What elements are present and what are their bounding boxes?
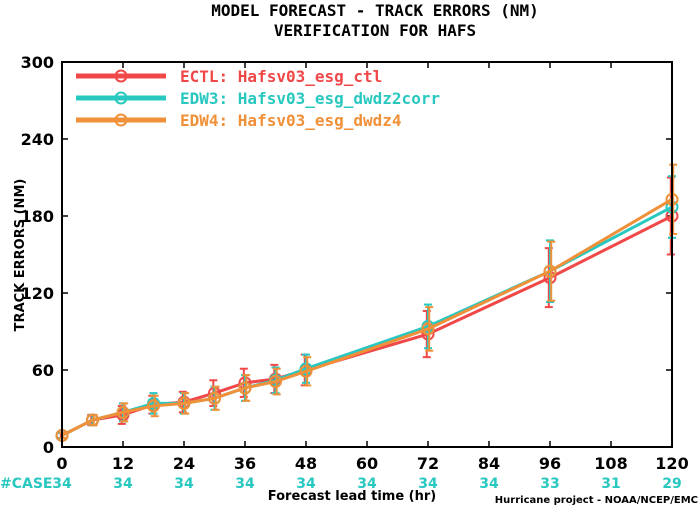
legend-label: ECTL: Hafsv03_esg_ctl: [180, 67, 382, 86]
case-count: 34: [357, 476, 377, 492]
x-axis-label: Forecast lead time (hr): [268, 489, 436, 504]
y-tick-label: 300: [21, 53, 54, 72]
x-tick-label: 36: [234, 454, 256, 473]
x-tick-label: 48: [295, 454, 317, 473]
case-count: 31: [601, 476, 620, 492]
legend-item: EDW4: Hafsv03_esg_dwdz4: [76, 111, 402, 130]
x-tick-labels: 0 12 24 36 48 60 72 84 96 108 120: [56, 454, 688, 473]
legend: ECTL: Hafsv03_esg_ctl EDW3: Hafsv03_esg_d…: [76, 67, 440, 130]
chart-subtitle: VERIFICATION FOR HAFS: [274, 21, 476, 40]
data-point: [116, 405, 130, 419]
data-point: [147, 399, 160, 413]
x-tick-label: 12: [112, 454, 134, 473]
data-point: [208, 391, 221, 405]
case-count: 34: [479, 476, 499, 492]
data-point: [269, 375, 282, 389]
case-count: 29: [662, 476, 681, 492]
case-count: 34: [174, 476, 194, 492]
case-count: 34: [113, 476, 133, 492]
x-tick-label: 120: [655, 454, 688, 473]
legend-marker: [114, 69, 128, 83]
data-point: [543, 264, 557, 278]
y-tick-label: 180: [21, 207, 54, 226]
chart-title: MODEL FORECAST - TRACK ERRORS (NM): [211, 1, 539, 20]
x-tick-label: 96: [539, 454, 561, 473]
data-point: [86, 413, 99, 427]
x-tick-label: 60: [356, 454, 378, 473]
case-count-row: #CASE 34 34 34 34 34 34 34 34 33 31 29: [0, 476, 682, 492]
series-layer: [55, 163, 679, 442]
legend-label: EDW4: Hafsv03_esg_dwdz4: [180, 111, 402, 130]
legend-marker: [114, 113, 128, 127]
case-count: 34: [52, 476, 72, 492]
y-tick-label: 60: [32, 361, 54, 380]
data-point: [421, 322, 435, 336]
case-label: #CASE: [0, 476, 53, 492]
legend-item: EDW3: Hafsv03_esg_dwdz2corr: [76, 89, 440, 108]
data-point: [299, 364, 313, 378]
y-tick-labels: 0 60 120 180 240 300: [21, 53, 54, 457]
x-tick-label: 24: [173, 454, 195, 473]
case-count: 33: [540, 476, 559, 492]
case-count: 34: [418, 476, 438, 492]
y-tick-label: 0: [43, 438, 54, 457]
case-count: 34: [296, 476, 316, 492]
credit-text: Hurricane project - NOAA/NCEP/EMC: [495, 495, 698, 506]
case-count: 34: [235, 476, 255, 492]
x-tick-label: 0: [56, 454, 67, 473]
y-tick-label: 120: [21, 284, 54, 303]
data-point: [177, 396, 191, 410]
y-tick-label: 240: [21, 130, 54, 149]
legend-item: ECTL: Hafsv03_esg_ctl: [76, 67, 382, 86]
x-tick-label: 84: [478, 454, 500, 473]
legend-label: EDW3: Hafsv03_esg_dwdz2corr: [180, 89, 440, 108]
x-tick-label: 72: [417, 454, 439, 473]
legend-marker: [114, 91, 128, 105]
plot-frame: [61, 61, 673, 448]
x-tick-label: 108: [594, 454, 627, 473]
data-point: [238, 381, 252, 395]
y-axis-label: TRACK ERRORS (NM): [13, 179, 28, 332]
